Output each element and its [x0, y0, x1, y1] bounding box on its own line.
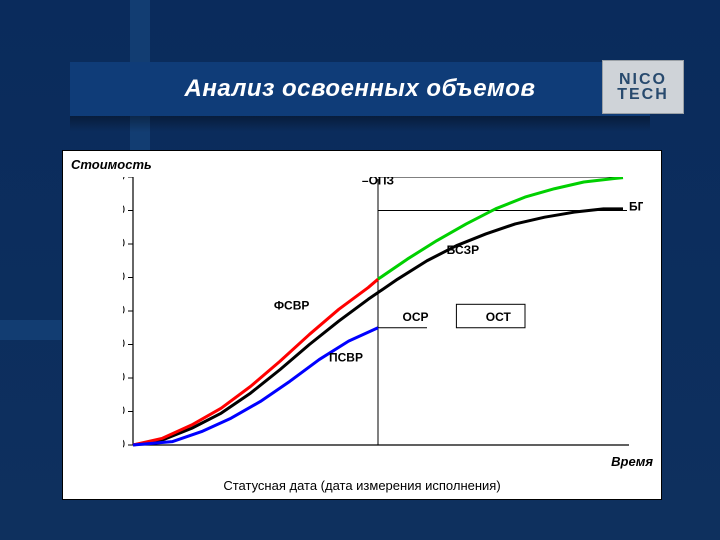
svg-text:6000: 6000: [123, 236, 125, 250]
slide-title: Анализ освоенных объемов: [185, 75, 536, 103]
svg-text:ОСТ: ОСТ: [486, 310, 512, 324]
svg-text:1000: 1000: [123, 404, 125, 418]
svg-text:БСЗР: БСЗР: [447, 243, 480, 257]
chart-svg: 0 1000 2000 3000 4000 5000 6000 7000 8000 ФСВР ПСВ…: [123, 177, 643, 457]
svg-text:7000: 7000: [123, 203, 125, 217]
svg-text:–ОПЗ: –ОПЗ: [362, 177, 394, 188]
logo-line2: TECH: [617, 88, 669, 102]
svg-text:4000: 4000: [123, 303, 125, 317]
logo-line1: NICO: [619, 73, 667, 87]
svg-text:ППЗ: ППЗ: [629, 177, 643, 180]
svg-text:8000: 8000: [123, 177, 125, 183]
title-bar: Анализ освоенных объемов: [70, 62, 650, 116]
svg-text:3000: 3000: [123, 337, 125, 351]
svg-text:ФСВР: ФСВР: [274, 298, 310, 312]
svg-text:ОСР: ОСР: [403, 310, 429, 324]
logo: NICO TECH: [602, 60, 684, 114]
svg-text:2000: 2000: [123, 370, 125, 384]
title-shadow: [70, 116, 650, 132]
chart-caption: Статусная дата (дата измерения исполнени…: [63, 478, 661, 493]
svg-text:5000: 5000: [123, 270, 125, 284]
chart-container: Стоимость Время Статусная дата (дата изм…: [62, 150, 662, 500]
svg-text:БПЗ: БПЗ: [629, 200, 643, 214]
slide-background: Анализ освоенных объемов NICO TECH Стоим…: [0, 0, 720, 540]
svg-text:ПСВР: ПСВР: [329, 350, 363, 364]
svg-text:0: 0: [123, 437, 125, 451]
y-axis-title: Стоимость: [71, 157, 152, 172]
